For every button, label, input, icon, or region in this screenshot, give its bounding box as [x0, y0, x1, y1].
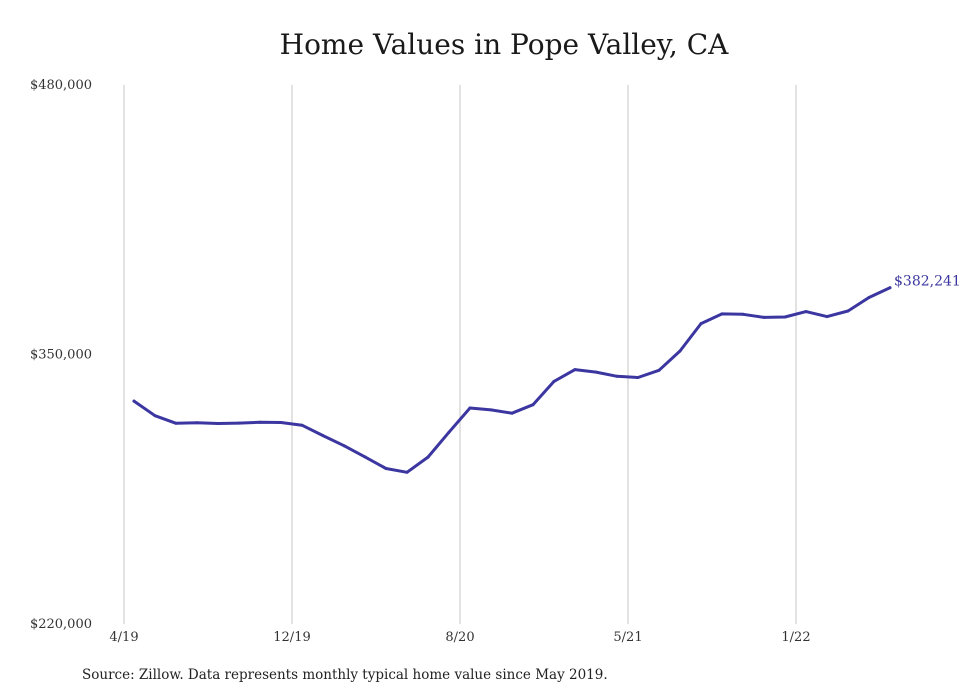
x-tick-label: 8/20 — [445, 630, 474, 645]
data-point — [615, 374, 619, 378]
vertical-gridlines — [123, 85, 797, 624]
data-point — [174, 421, 178, 425]
end-value-label: $382,241 — [894, 274, 961, 290]
end-label-group: $382,241 — [894, 274, 961, 290]
series-line — [132, 286, 892, 474]
y-axis-ticks: $480,000 $350,000 $220,000 — [30, 78, 92, 632]
data-point — [804, 310, 808, 314]
x-tick-label: 12/19 — [273, 630, 310, 645]
data-point — [363, 455, 367, 459]
data-point — [258, 420, 262, 424]
data-point — [237, 421, 241, 425]
x-tick-label: 4/19 — [109, 630, 138, 645]
data-point — [468, 406, 472, 410]
data-point — [741, 312, 745, 316]
data-point — [132, 399, 136, 403]
data-point — [153, 414, 157, 418]
series-group — [132, 286, 892, 474]
data-point — [783, 315, 787, 319]
data-point — [678, 349, 682, 353]
data-point — [657, 368, 661, 372]
data-point — [720, 312, 724, 316]
data-point — [867, 296, 871, 299]
source-note: Source: Zillow. Data represents monthly … — [82, 667, 608, 683]
data-point — [762, 315, 766, 319]
data-point — [300, 423, 304, 427]
data-point — [510, 411, 514, 415]
data-point — [342, 444, 346, 448]
data-point — [636, 376, 640, 379]
data-point — [384, 467, 388, 470]
x-tick-label: 5/21 — [613, 630, 642, 645]
data-point — [825, 315, 829, 319]
data-point — [405, 470, 409, 474]
chart-title: Home Values in Pope Valley, CA — [279, 28, 729, 61]
x-tick-label: 1/22 — [781, 630, 810, 645]
data-point — [426, 455, 430, 459]
x-axis-ticks: 4/19 12/19 8/20 5/21 1/22 — [109, 630, 810, 645]
data-point — [531, 403, 535, 407]
data-point — [846, 309, 850, 313]
data-point — [216, 422, 220, 425]
data-point — [888, 286, 892, 290]
data-point — [195, 421, 199, 425]
data-point — [321, 434, 325, 438]
data-point — [552, 379, 556, 383]
data-point — [594, 370, 598, 374]
y-tick-label: $480,000 — [30, 78, 92, 93]
data-point — [279, 421, 283, 424]
data-point — [447, 430, 451, 434]
data-point — [699, 322, 703, 326]
y-tick-label: $350,000 — [30, 348, 92, 363]
data-point — [573, 368, 577, 372]
y-tick-label: $220,000 — [30, 617, 92, 632]
data-point — [489, 408, 493, 412]
